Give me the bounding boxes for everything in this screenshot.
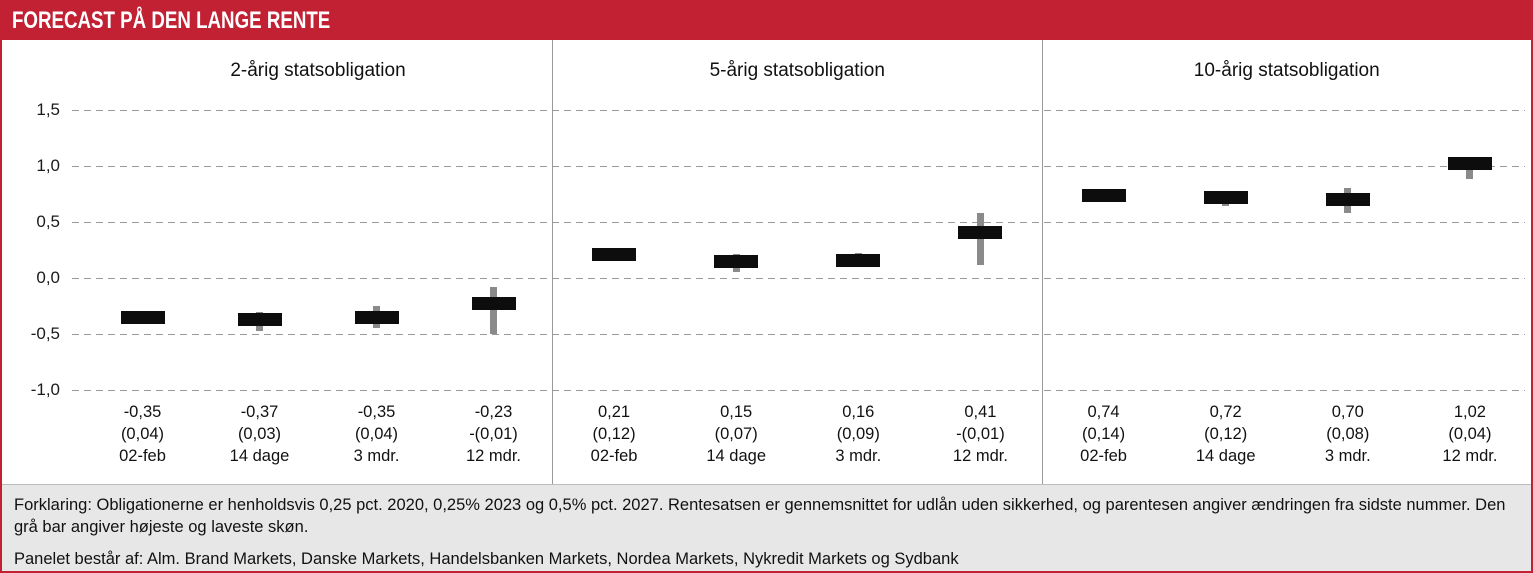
y-tick-label: 1,5 xyxy=(4,100,60,120)
gridline xyxy=(72,390,1525,391)
header-bar: FORECAST PÅ DEN LANGE RENTE xyxy=(2,2,1531,40)
gridline-layer xyxy=(72,110,1525,391)
point-label: -0,23 -(0,01) 12 mdr. xyxy=(465,403,522,465)
point-label: 0,15 (0,07) 14 dage xyxy=(706,403,767,465)
forecast-point xyxy=(318,110,435,391)
forecast-bar xyxy=(1447,157,1492,171)
panel-x-labels: 0,74 (0,14) 02-feb 0,72 (0,12) 14 dage 0,70 (0,… xyxy=(1043,391,1532,484)
forecast-point xyxy=(435,110,552,391)
chart-panels: 2-årig statsobligation -0,35 (0,04) 02-feb -… xyxy=(2,40,1531,484)
chart-panel: 10-årig statsobligation 0,74 (0,14) 02-feb 0… xyxy=(1041,40,1532,484)
panel-title: 10-årig statsobligation xyxy=(1193,60,1380,81)
point-label: 0,16 (0,09) 3 mdr. xyxy=(835,403,882,465)
footnote-panel-members: Panelet består af: Alm. Brand Markets, D… xyxy=(14,550,959,568)
footnote-explanation: Forklaring: Obligationerne er henholdsvi… xyxy=(14,496,1506,536)
y-tick-label: -1,0 xyxy=(4,380,60,400)
y-axis: 1,5 1,0 0,5 0,0 -0,5 -1,0 xyxy=(2,100,64,400)
forecast-point xyxy=(553,110,675,391)
point-label: 0,41 -(0,01) 12 mdr. xyxy=(952,403,1008,465)
panel-x-labels: -0,35 (0,04) 02-feb -0,37 (0,03) 14 dage -0,35… xyxy=(84,391,552,484)
forecast-point xyxy=(675,110,797,391)
y-tick-label: 0,5 xyxy=(4,212,60,232)
forecast-bar xyxy=(471,297,516,311)
forecast-bar xyxy=(1203,190,1248,204)
forecast-point xyxy=(1287,110,1409,391)
range-whisker xyxy=(490,286,497,334)
forecast-bar xyxy=(836,253,881,267)
gridline xyxy=(72,110,1525,111)
forecast-point xyxy=(84,110,201,391)
panel-plot xyxy=(84,110,552,391)
chart-panel: 5-årig statsobligation 0,21 (0,12) 02-feb 0,… xyxy=(552,40,1042,484)
forecast-point xyxy=(1409,110,1531,391)
gridline xyxy=(72,334,1525,335)
forecast-bar xyxy=(1081,188,1126,202)
point-label: -0,35 (0,04) 3 mdr. xyxy=(353,403,400,465)
panel-plot xyxy=(1043,110,1532,391)
forecast-bar xyxy=(958,225,1003,239)
panel-x-labels: 0,21 (0,12) 02-feb 0,15 (0,07) 14 dage 0,16 (0,… xyxy=(553,391,1042,484)
gridline xyxy=(72,166,1525,167)
chart-area: 1,5 1,0 0,5 0,0 -0,5 -1,0 2-årig statsobligat… xyxy=(2,40,1531,484)
forecast-bar xyxy=(354,310,399,324)
panel-plot xyxy=(553,110,1042,391)
y-tick-label: 0,0 xyxy=(4,268,60,288)
y-tick-label: -0,5 xyxy=(4,324,60,344)
y-tick-label: 1,0 xyxy=(4,156,60,176)
point-label: 0,21 (0,12) 02-feb xyxy=(590,403,638,465)
panel-title: 2-årig statsobligation xyxy=(230,60,406,81)
forecast-bar xyxy=(592,247,637,261)
forecast-point xyxy=(1043,110,1165,391)
point-label: -0,37 (0,03) 14 dage xyxy=(229,403,290,465)
gridline xyxy=(72,222,1525,223)
gridline xyxy=(72,278,1525,279)
point-label: -0,35 (0,04) 02-feb xyxy=(119,403,166,465)
forecast-point xyxy=(919,110,1041,391)
forecast-point xyxy=(201,110,318,391)
range-whisker xyxy=(976,213,984,265)
forecast-bar xyxy=(714,254,759,268)
footnote: Forklaring: Obligationerne er henholdsvi… xyxy=(2,484,1531,571)
forecast-bar xyxy=(1325,193,1370,207)
chart-panel: 2-årig statsobligation -0,35 (0,04) 02-feb -… xyxy=(2,40,552,484)
page-title: FORECAST PÅ DEN LANGE RENTE xyxy=(12,7,331,34)
point-label: 0,72 (0,12) 14 dage xyxy=(1195,403,1256,465)
point-label: 1,02 (0,04) 12 mdr. xyxy=(1442,403,1498,465)
point-label: 0,70 (0,08) 3 mdr. xyxy=(1324,403,1371,465)
panel-title: 5-årig statsobligation xyxy=(709,60,885,81)
forecast-point xyxy=(1165,110,1287,391)
point-label: 0,74 (0,14) 02-feb xyxy=(1080,403,1127,465)
forecast-bar xyxy=(120,310,165,324)
forecast-point xyxy=(797,110,919,391)
forecast-bar xyxy=(237,312,282,326)
